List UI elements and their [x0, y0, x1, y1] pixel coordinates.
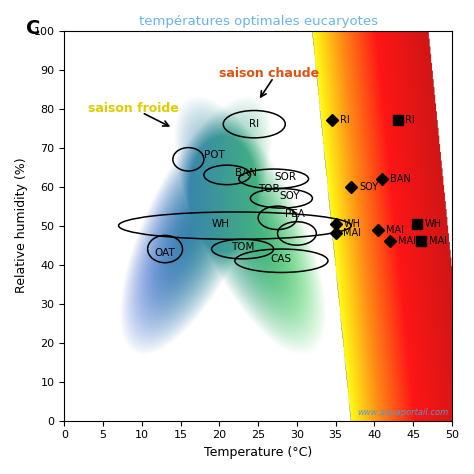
Text: WH: WH — [425, 219, 442, 228]
Text: WH: WH — [344, 219, 360, 228]
Text: BAN: BAN — [390, 174, 410, 184]
Text: SOY: SOY — [279, 191, 300, 201]
Y-axis label: Relative humidity (%): Relative humidity (%) — [15, 158, 28, 293]
Text: C: C — [26, 19, 40, 38]
Text: MAI: MAI — [344, 228, 362, 238]
Text: BAN: BAN — [235, 168, 257, 178]
Text: RI: RI — [405, 115, 415, 125]
Text: MAI: MAI — [398, 236, 416, 246]
Title: températures optimales eucaryotes: températures optimales eucaryotes — [138, 15, 378, 28]
X-axis label: Temperature (°C): Temperature (°C) — [204, 446, 312, 459]
Text: saison chaude: saison chaude — [219, 67, 319, 80]
Text: MAI: MAI — [429, 236, 447, 246]
Text: TOM: TOM — [231, 242, 255, 252]
Text: saison froide: saison froide — [88, 102, 178, 115]
Text: WH: WH — [211, 219, 229, 228]
Text: SOR: SOR — [274, 172, 296, 182]
Text: RI: RI — [249, 119, 259, 129]
Text: RI: RI — [339, 115, 349, 125]
Text: TOB: TOB — [258, 183, 280, 193]
Text: MAI: MAI — [386, 225, 404, 235]
Text: www.aquaportail.com: www.aquaportail.com — [357, 408, 448, 417]
Text: POT: POT — [204, 150, 225, 160]
Text: CAS: CAS — [271, 254, 292, 264]
Text: SOY: SOY — [359, 182, 378, 191]
Text: OAT: OAT — [155, 248, 175, 258]
Text: PEA: PEA — [285, 209, 305, 219]
